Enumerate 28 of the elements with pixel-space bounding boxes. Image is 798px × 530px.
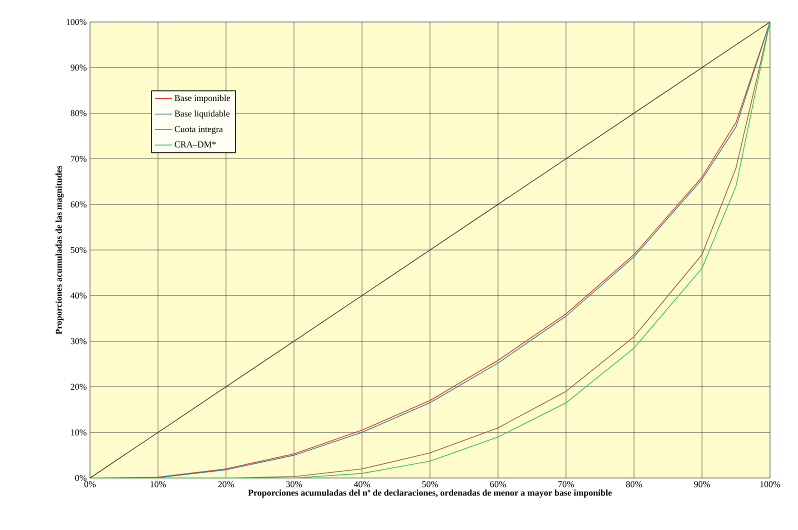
- y-tick-label: 20%: [70, 384, 87, 390]
- x-tick-label: 60%: [490, 481, 506, 488]
- x-tick-label: 10%: [150, 481, 166, 488]
- y-tick-label: 100%: [66, 18, 87, 26]
- x-tick-label: 20%: [218, 481, 234, 488]
- x-tick-label: 40%: [354, 481, 370, 488]
- y-tick-label: 0%: [75, 474, 87, 482]
- y-tick-label: 40%: [70, 292, 87, 299]
- y-tick-label: 70%: [70, 156, 87, 162]
- x-tick-label: 80%: [626, 481, 642, 488]
- legend-label: Base liquidable: [174, 110, 230, 118]
- y-tick-label: 30%: [70, 338, 87, 344]
- legend-label: Cuota íntegra: [174, 126, 223, 134]
- y-tick-label: 90%: [70, 64, 87, 71]
- y-tick-label: 50%: [70, 246, 87, 254]
- y-tick-label: 60%: [70, 201, 87, 208]
- x-tick-label: 0%: [84, 481, 96, 488]
- legend-label: CRA–DM*: [174, 141, 216, 148]
- x-tick-label: 30%: [286, 481, 302, 488]
- y-axis-title: Proporciones acumuladas de las magnitudes: [56, 166, 64, 334]
- x-tick-label: 70%: [558, 481, 574, 488]
- x-tick-label: 50%: [422, 481, 438, 488]
- legend-label: Base imponible: [174, 94, 230, 103]
- y-tick-label: 80%: [70, 110, 87, 116]
- x-axis-title: Proporciones acumuladas del nº de declaraciones, ordenadas de menor a mayor base imponible: [248, 489, 612, 498]
- y-tick-label: 10%: [71, 429, 87, 436]
- x-tick-label: 100%: [760, 481, 780, 488]
- x-tick-label: 90%: [694, 481, 710, 488]
